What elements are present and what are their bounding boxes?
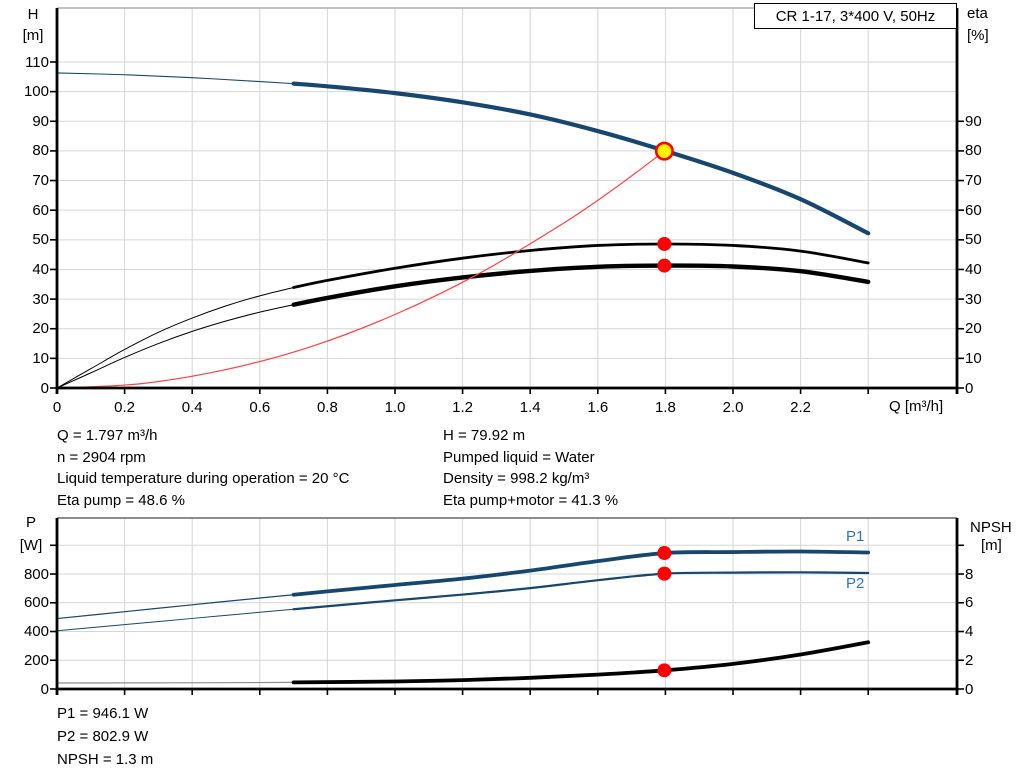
eta-pump-motor-curve: [291, 263, 871, 307]
head-curve-thin: [56, 72, 295, 85]
npsh-curve: [291, 640, 871, 685]
p2-curve-thin: [56, 608, 295, 632]
p1-curve-thin: [56, 594, 295, 620]
eta-pump-point-marker: [657, 236, 672, 251]
eta-pump-motor-point-marker: [657, 258, 672, 273]
p1-curve: [291, 549, 871, 597]
p2-curve: [292, 571, 870, 611]
eta-pump-motor-curve-thin: [56, 304, 295, 389]
npsh-curve-thin: [56, 681, 295, 684]
p2-point-marker: [657, 566, 672, 581]
duty-point-marker[interactable]: [654, 141, 674, 161]
head-curve: [291, 81, 871, 236]
npsh-point-marker: [657, 663, 672, 678]
eta-pump-curve-thin: [56, 287, 295, 389]
eta-pump-curve: [292, 242, 870, 289]
system-curve: [56, 150, 665, 389]
p1-point-marker: [657, 546, 672, 561]
